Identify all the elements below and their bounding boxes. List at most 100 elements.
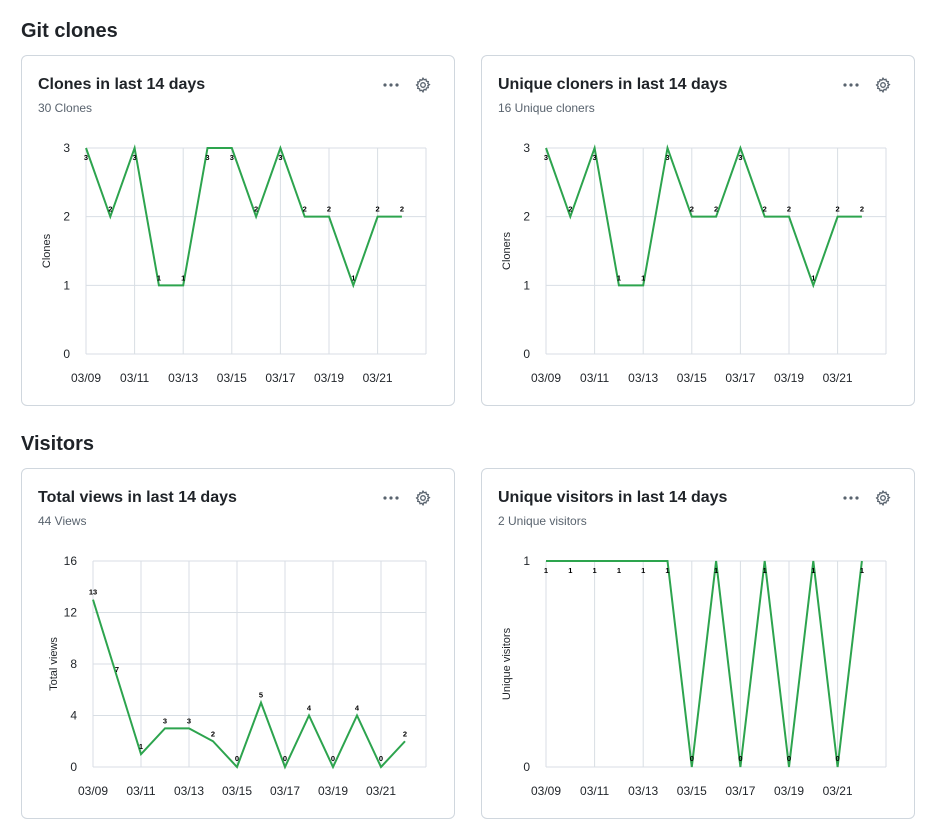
data-label: 0 (738, 754, 742, 763)
y-tick-label: 4 (70, 709, 77, 723)
data-label: 3 (84, 153, 88, 162)
data-label: 3 (133, 153, 137, 162)
x-tick-label: 03/11 (126, 784, 155, 798)
x-tick-label: 03/17 (265, 371, 295, 385)
data-label: 1 (860, 566, 864, 575)
data-label: 3 (230, 153, 234, 162)
y-tick-label: 0 (70, 760, 77, 774)
data-label: 3 (738, 153, 742, 162)
x-tick-label: 03/21 (823, 371, 853, 385)
data-label: 0 (283, 754, 287, 763)
data-label: 3 (205, 153, 209, 162)
data-label: 2 (303, 205, 307, 214)
x-tick-label: 03/09 (531, 371, 561, 385)
data-label: 1 (617, 273, 621, 282)
card-actions (840, 74, 894, 96)
y-axis-title: Total views (48, 637, 60, 691)
data-label: 3 (665, 153, 669, 162)
data-label: 2 (254, 205, 258, 214)
data-label: 0 (235, 754, 239, 763)
data-label: 1 (714, 566, 718, 575)
card-subtitle: 2 Unique visitors (498, 514, 587, 528)
x-tick-label: 03/15 (677, 371, 707, 385)
data-label: 0 (331, 754, 335, 763)
data-label: 1 (811, 566, 815, 575)
data-label: 2 (211, 729, 215, 738)
data-label: 1 (617, 566, 621, 575)
x-tick-label: 03/21 (363, 371, 393, 385)
x-tick-label: 03/11 (580, 371, 609, 385)
kebab-horizontal-icon[interactable] (840, 487, 862, 509)
data-label: 2 (836, 205, 840, 214)
x-tick-label: 03/13 (628, 784, 658, 798)
data-label: 13 (89, 588, 97, 597)
data-label: 4 (355, 704, 360, 713)
x-tick-label: 03/11 (580, 784, 609, 798)
data-label: 2 (690, 205, 694, 214)
unique-cloners-chart: 0 1 2 3 03/09 03/11 03/13 03/15 03/17 03/19 03/21 C… (501, 141, 887, 385)
section-title-visitors: Visitors (21, 433, 94, 455)
x-tick-label: 03/19 (774, 371, 804, 385)
series-line (92, 599, 406, 770)
x-tick-label: 03/19 (774, 784, 804, 798)
x-tick-label: 03/15 (222, 784, 252, 798)
y-tick-label: 1 (63, 278, 70, 292)
x-tick-label: 03/15 (217, 371, 247, 385)
gear-icon[interactable] (872, 74, 894, 96)
card-title: Unique visitors in last 14 days (498, 489, 728, 506)
data-label: 2 (860, 205, 864, 214)
data-label: 2 (787, 205, 791, 214)
card-actions (840, 487, 894, 509)
x-tick-label: 03/19 (318, 784, 348, 798)
clones-card: 0 1 2 3 03/09 03/11 03/13 03/15 03/17 03/19 03/21 C… (21, 55, 455, 406)
data-label: 0 (836, 754, 840, 763)
x-tick-label: 03/09 (71, 371, 101, 385)
gear-icon[interactable] (412, 487, 434, 509)
data-label: 3 (163, 716, 167, 725)
data-label: 3 (187, 716, 191, 725)
data-label: 1 (157, 273, 161, 282)
data-label: 3 (544, 153, 548, 162)
data-label: 1 (763, 566, 767, 575)
unique-visitors-card: 0 1 03/09 03/11 03/13 03/15 03/17 03/19 03/21 Uni… (481, 468, 915, 819)
gear-icon[interactable] (872, 487, 894, 509)
gear-icon[interactable] (412, 74, 434, 96)
data-label: 1 (665, 566, 669, 575)
data-label: 1 (568, 566, 572, 575)
data-label: 1 (139, 742, 143, 751)
data-label: 4 (307, 704, 312, 713)
section-title-git-clones: Git clones (21, 20, 118, 42)
kebab-horizontal-icon[interactable] (840, 74, 862, 96)
data-label: 2 (568, 205, 572, 214)
y-tick-label: 2 (523, 210, 530, 224)
x-tick-label: 03/13 (628, 371, 658, 385)
series-line (85, 144, 402, 289)
y-tick-label: 8 (70, 657, 77, 671)
y-tick-label: 3 (63, 141, 70, 155)
data-label: 5 (259, 691, 263, 700)
y-axis-title: Clones (41, 233, 53, 268)
y-tick-label: 0 (523, 760, 530, 774)
y-axis-title: Cloners (501, 232, 513, 270)
x-tick-label: 03/15 (677, 784, 707, 798)
data-label: 0 (787, 754, 791, 763)
card-title: Unique cloners in last 14 days (498, 76, 728, 93)
x-tick-label: 03/17 (725, 371, 755, 385)
data-label: 2 (714, 205, 718, 214)
series-line (545, 144, 862, 289)
card-subtitle: 44 Views (38, 514, 87, 528)
y-tick-label: 16 (64, 554, 78, 568)
y-tick-label: 1 (523, 554, 530, 568)
data-label: 0 (690, 754, 694, 763)
data-label: 3 (278, 153, 282, 162)
data-label: 2 (403, 729, 407, 738)
data-label: 1 (593, 566, 597, 575)
kebab-horizontal-icon[interactable] (380, 74, 402, 96)
kebab-horizontal-icon[interactable] (380, 487, 402, 509)
total-views-card: 0 4 8 12 16 03/09 03/11 03/13 03/15 03/17 03/19 03/… (21, 468, 455, 819)
card-title: Total views in last 14 days (38, 489, 237, 506)
data-label: 1 (641, 273, 645, 282)
x-tick-label: 03/19 (314, 371, 344, 385)
data-label: 0 (379, 754, 383, 763)
data-label: 2 (108, 205, 112, 214)
